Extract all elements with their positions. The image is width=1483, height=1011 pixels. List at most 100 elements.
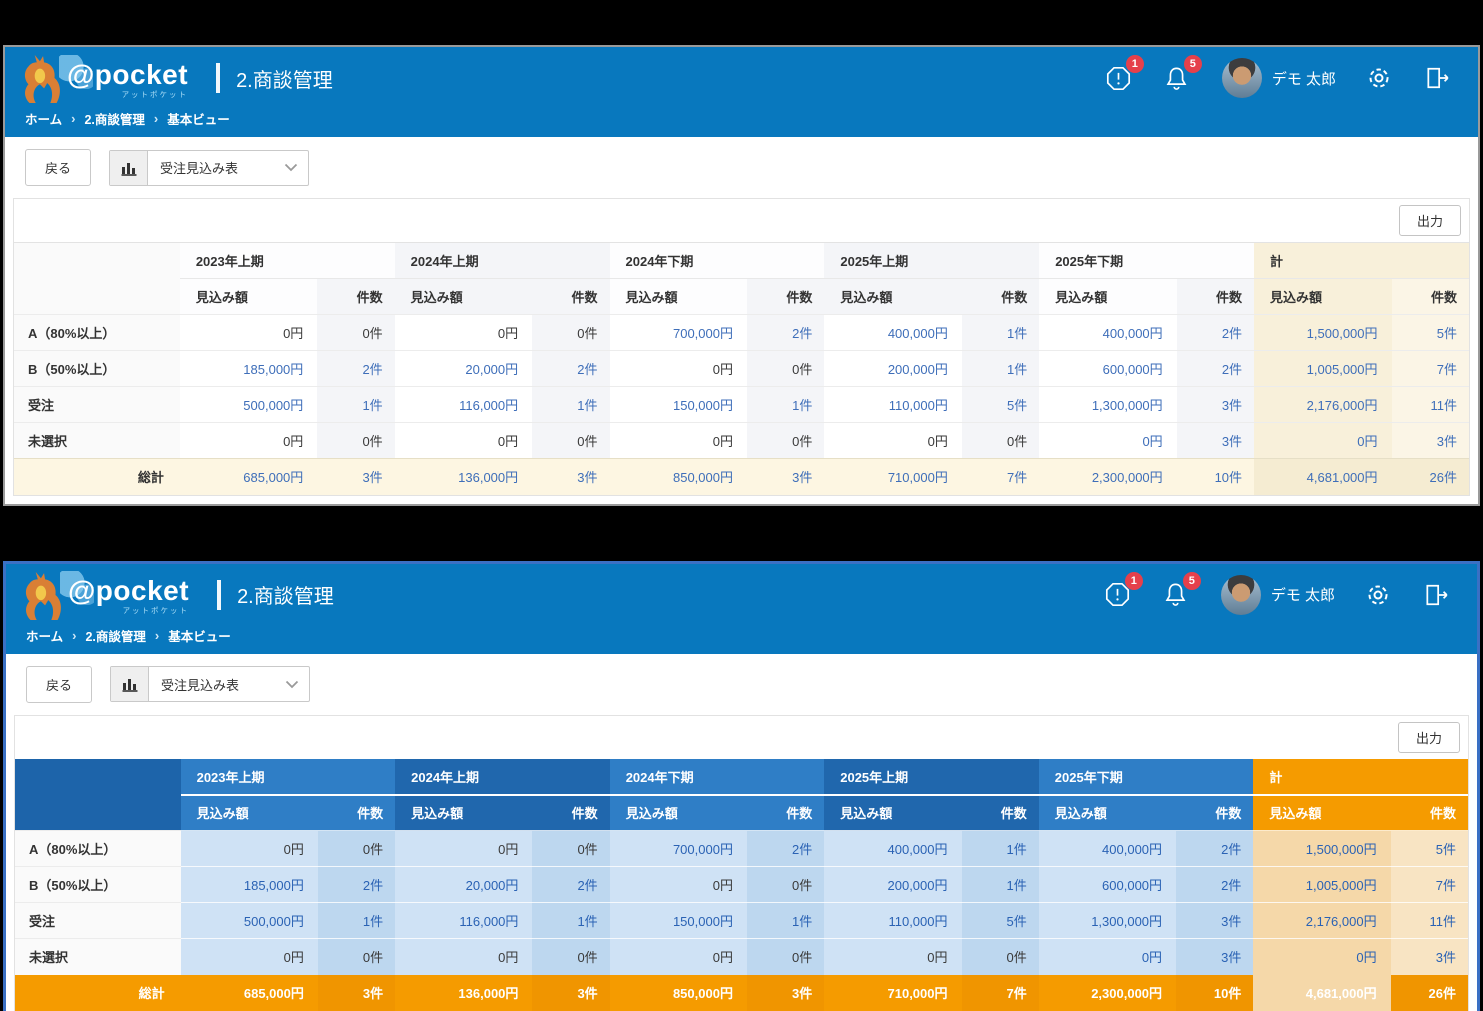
amount-value[interactable]: 2,176,000円 xyxy=(1306,398,1378,413)
count-value[interactable]: 1件 xyxy=(792,398,813,413)
amount-value[interactable]: 710,000円 xyxy=(887,470,948,486)
settings-button[interactable] xyxy=(1363,580,1393,610)
amount-value[interactable]: 20,000円 xyxy=(465,878,519,893)
count-value[interactable]: 3件 xyxy=(1221,398,1243,413)
amount-value[interactable]: 685,000円 xyxy=(243,986,304,1001)
amount-value[interactable]: 400,000円 xyxy=(887,326,948,341)
count-value[interactable]: 11件 xyxy=(1430,398,1458,413)
amount-value[interactable]: 1,300,000円 xyxy=(1091,914,1163,929)
amount-value[interactable]: 700,000円 xyxy=(672,842,733,857)
count-value[interactable]: 5件 xyxy=(1436,326,1457,341)
count-value[interactable]: 2件 xyxy=(1221,326,1243,341)
count-value[interactable]: 3件 xyxy=(1221,914,1242,929)
amount-value[interactable]: 185,000円 xyxy=(243,878,304,893)
count-value[interactable]: 2件 xyxy=(792,326,813,341)
amount-value[interactable]: 0円 xyxy=(1141,950,1163,966)
count-value[interactable]: 7件 xyxy=(1006,986,1027,1001)
user-menu[interactable]: デモ 太郎 xyxy=(1220,574,1335,615)
count-value[interactable]: 3件 xyxy=(792,986,813,1001)
count-value[interactable]: 2件 xyxy=(1221,878,1242,893)
app-logo[interactable]: @pocket アットポケット xyxy=(21,54,188,103)
count-value[interactable]: 1件 xyxy=(577,398,598,413)
count-value[interactable]: 2件 xyxy=(577,878,598,893)
settings-button[interactable] xyxy=(1364,63,1394,93)
amount-value[interactable]: 600,000円 xyxy=(1102,878,1163,893)
amount-value[interactable]: 0円 xyxy=(1356,950,1377,966)
count-value[interactable]: 26件 xyxy=(1428,986,1456,1001)
amount-value[interactable]: 850,000円 xyxy=(672,470,733,486)
amount-value[interactable]: 685,000円 xyxy=(243,470,304,486)
alert-button[interactable]: 1 xyxy=(1104,55,1144,93)
count-value[interactable]: 3件 xyxy=(1435,950,1456,966)
amount-value[interactable]: 710,000円 xyxy=(887,986,948,1001)
count-value[interactable]: 10件 xyxy=(1214,470,1243,486)
amount-value[interactable]: 700,000円 xyxy=(672,326,733,341)
amount-value[interactable]: 116,000円 xyxy=(459,398,519,413)
amount-value[interactable]: 1,500,000円 xyxy=(1306,326,1378,341)
amount-value[interactable]: 0円 xyxy=(1142,434,1163,449)
amount-value[interactable]: 4,681,000円 xyxy=(1305,986,1377,1001)
amount-value[interactable]: 150,000円 xyxy=(672,914,733,929)
amount-value[interactable]: 136,000円 xyxy=(458,470,519,486)
count-value[interactable]: 2件 xyxy=(792,842,813,857)
breadcrumb-home[interactable]: ホーム xyxy=(26,629,64,644)
count-value[interactable]: 2件 xyxy=(362,362,383,377)
amount-value[interactable]: 185,000円 xyxy=(243,362,304,377)
amount-value[interactable]: 400,000円 xyxy=(1102,326,1163,341)
amount-value[interactable]: 1,300,000円 xyxy=(1091,398,1163,413)
count-value[interactable]: 1件 xyxy=(1006,362,1028,377)
amount-value[interactable]: 400,000円 xyxy=(1102,842,1163,857)
count-value[interactable]: 3件 xyxy=(1221,434,1243,449)
breadcrumb-page[interactable]: 2.商談管理 xyxy=(84,113,145,127)
amount-value[interactable]: 1,005,000円 xyxy=(1305,878,1377,893)
logout-button[interactable] xyxy=(1422,63,1452,93)
back-button[interactable]: 戻る xyxy=(26,665,93,703)
amount-value[interactable]: 400,000円 xyxy=(887,842,948,857)
amount-value[interactable]: 600,000円 xyxy=(1102,362,1163,377)
amount-value[interactable]: 200,000円 xyxy=(887,362,948,377)
alert-button[interactable]: 1 xyxy=(1103,571,1143,610)
count-value[interactable]: 1件 xyxy=(577,914,598,929)
amount-value[interactable]: 200,000円 xyxy=(887,878,948,893)
breadcrumb-home[interactable]: ホーム xyxy=(25,113,63,127)
count-value[interactable]: 7件 xyxy=(1006,470,1028,486)
amount-value[interactable]: 110,000円 xyxy=(888,914,948,929)
amount-value[interactable]: 0円 xyxy=(1357,434,1378,449)
amount-value[interactable]: 500,000円 xyxy=(243,914,304,929)
count-value[interactable]: 3件 xyxy=(577,986,598,1001)
count-value[interactable]: 3件 xyxy=(792,470,813,486)
count-value[interactable]: 3件 xyxy=(1436,434,1457,449)
logout-button[interactable] xyxy=(1421,580,1451,610)
count-value[interactable]: 1件 xyxy=(1006,842,1027,857)
amount-value[interactable]: 1,500,000円 xyxy=(1305,842,1377,857)
amount-value[interactable]: 2,300,000円 xyxy=(1091,986,1163,1001)
count-value[interactable]: 2件 xyxy=(577,362,598,377)
amount-value[interactable]: 136,000円 xyxy=(458,986,519,1001)
amount-value[interactable]: 150,000円 xyxy=(672,398,733,413)
count-value[interactable]: 2件 xyxy=(1221,362,1243,377)
count-value[interactable]: 10件 xyxy=(1213,986,1242,1001)
count-value[interactable]: 3件 xyxy=(362,470,383,486)
count-value[interactable]: 11件 xyxy=(1429,914,1457,929)
count-value[interactable]: 3件 xyxy=(362,986,384,1001)
amount-value[interactable]: 2,300,000円 xyxy=(1091,470,1163,486)
count-value[interactable]: 1件 xyxy=(362,398,383,413)
amount-value[interactable]: 20,000円 xyxy=(465,362,519,377)
notifications-button[interactable]: 5 xyxy=(1161,571,1201,610)
count-value[interactable]: 3件 xyxy=(1221,950,1242,966)
count-value[interactable]: 26件 xyxy=(1429,470,1457,486)
export-button[interactable]: 出力 xyxy=(1397,721,1460,753)
count-value[interactable]: 1件 xyxy=(1006,326,1028,341)
view-select[interactable]: 受注見込み表 xyxy=(109,149,310,186)
amount-value[interactable]: 116,000円 xyxy=(459,914,519,929)
amount-value[interactable]: 110,000円 xyxy=(888,398,948,413)
count-value[interactable]: 1件 xyxy=(1006,878,1027,893)
count-value[interactable]: 5件 xyxy=(1006,914,1027,929)
count-value[interactable]: 5件 xyxy=(1435,842,1456,857)
count-value[interactable]: 7件 xyxy=(1436,362,1457,377)
amount-value[interactable]: 2,176,000円 xyxy=(1305,914,1377,929)
count-value[interactable]: 1件 xyxy=(362,914,384,929)
amount-value[interactable]: 4,681,000円 xyxy=(1306,470,1378,486)
amount-value[interactable]: 1,005,000円 xyxy=(1306,362,1378,377)
amount-value[interactable]: 500,000円 xyxy=(243,398,304,413)
